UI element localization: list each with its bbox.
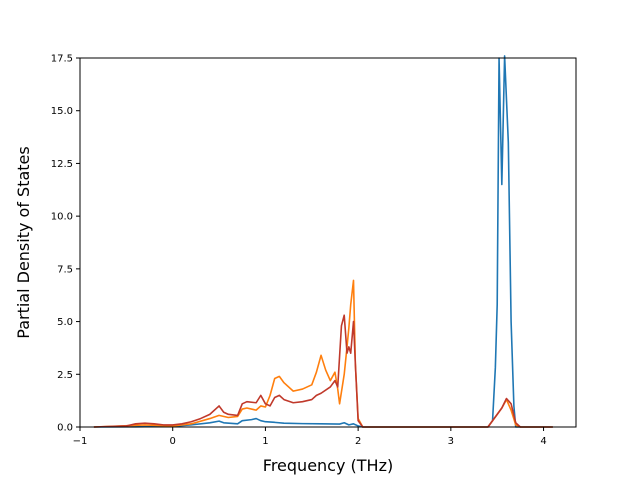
y-tick-label: 12.5 xyxy=(51,159,73,170)
x-tick-label: 1 xyxy=(262,436,268,447)
y-tick-label: 5.0 xyxy=(57,317,73,328)
x-tick-label: 0 xyxy=(170,436,176,447)
y-tick-label: 2.5 xyxy=(57,370,73,381)
x-tick-label: 2 xyxy=(355,436,361,447)
y-tick-label: 15.0 xyxy=(51,106,73,117)
y-tick-label: 7.5 xyxy=(57,264,73,275)
x-tick-label: 4 xyxy=(540,436,546,447)
y-axis-label: Partial Density of States xyxy=(14,146,33,338)
x-axis-label: Frequency (THz) xyxy=(263,456,393,475)
x-axis-ticks: −1 0 1 2 3 4 xyxy=(73,427,547,447)
x-tick-label: 3 xyxy=(448,436,454,447)
series-line-1 xyxy=(93,55,553,428)
y-tick-label: 0.0 xyxy=(57,423,73,434)
plot-frame xyxy=(79,57,577,428)
y-tick-label: 10.0 xyxy=(51,212,73,223)
x-tick-label: −1 xyxy=(73,436,88,447)
plot-area xyxy=(79,55,577,428)
series-line-2 xyxy=(93,279,553,428)
y-tick-label: 17.5 xyxy=(51,54,73,65)
y-axis-ticks: 0.0 2.5 5.0 7.5 10.0 12.5 15.0 17.5 xyxy=(51,54,80,434)
series-layer xyxy=(93,55,553,428)
series-line-3 xyxy=(93,314,553,428)
